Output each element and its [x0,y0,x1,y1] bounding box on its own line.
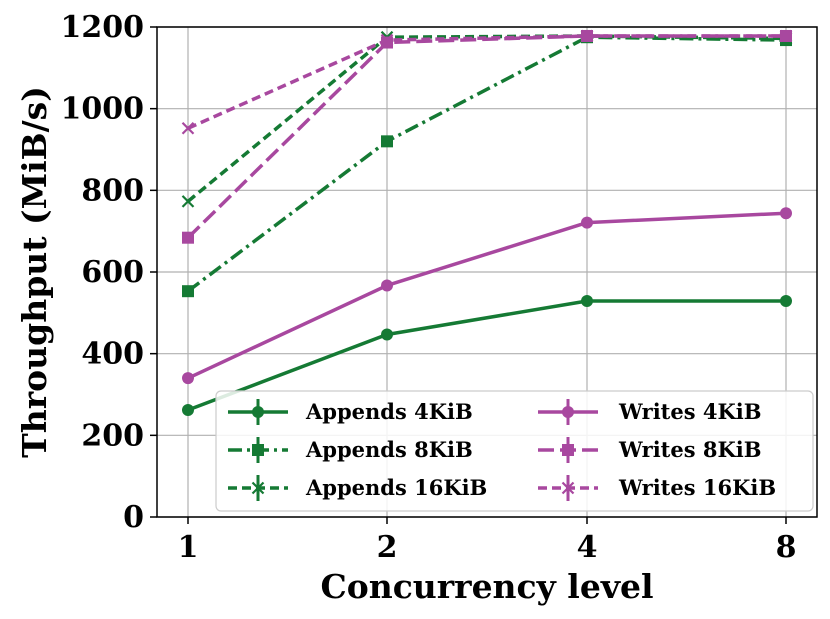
legend-item: Writes 16KiB [538,475,776,501]
legend-marker [562,444,574,456]
legend-marker [252,406,264,418]
y-tick-label: 1200 [61,10,145,45]
series-appends-8kib [182,31,792,298]
data-point [380,33,394,47]
series-group [181,29,793,417]
series-writes-16kib [181,29,793,135]
data-point [780,207,792,220]
legend: Appends 4KiB Appends 8KiB Appends 16KiB Wri… [215,390,814,512]
series-line [186,34,787,203]
data-point [381,328,393,341]
legend-item: Appends 4KiB [228,399,473,425]
data-point [182,231,194,244]
legend-box [215,390,814,512]
legend-label: Writes 16KiB [618,475,776,500]
legend-marker [251,481,265,495]
legend-item: Appends 16KiB [228,475,487,501]
series-line [186,34,786,239]
legend-item: Writes 8KiB [538,437,761,463]
y-tick-label: 200 [81,418,144,453]
series-line [187,299,786,412]
data-point [381,279,393,292]
legend-label: Writes 4KiB [618,399,761,424]
y-tick-label: 800 [81,173,144,208]
marker-stroke [380,33,394,47]
y-axis-ticks: 0 200 400 600 800 1000 1200 [61,10,157,535]
legend-label: Appends 8KiB [305,437,473,462]
marker-stroke [561,481,575,495]
data-point [182,285,194,298]
y-tick-label: 400 [81,337,144,372]
series-line [187,34,786,130]
marker-stroke [251,481,265,495]
marker-stroke [181,121,195,135]
data-point [182,372,194,385]
series-line [187,211,787,380]
data-point [181,195,195,208]
series-appends-16kib [181,29,793,208]
marker-stroke [181,195,195,208]
data-point [182,404,194,417]
x-tick-label: 1 [178,530,199,565]
data-point [779,29,793,43]
y-tick-label: 0 [123,500,144,535]
y-tick-label: 1000 [61,92,145,127]
legend-label: Writes 8KiB [618,437,761,462]
data-point [780,294,792,307]
legend-label: Appends 16KiB [305,475,487,500]
legend-marker [562,406,574,418]
x-tick-label: 8 [776,530,797,565]
y-axis-title: Throughput (MiB/s) [15,86,54,458]
x-axis-ticks: 1 2 4 8 [178,517,797,565]
x-axis-title: Concurrency level [320,567,653,606]
legend-marker [252,444,264,456]
series-writes-4kib [182,207,792,385]
data-point [181,121,195,135]
x-tick-label: 4 [577,530,598,565]
legend-marker [561,481,575,495]
x-tick-label: 2 [377,530,398,565]
legend-label: Appends 4KiB [305,399,473,424]
data-point [581,216,593,229]
marker-stroke [779,29,793,43]
y-tick-label: 600 [81,255,144,290]
marker-stroke [580,29,594,43]
series-line [186,35,787,293]
legend-item: Writes 4KiB [538,399,761,425]
series-writes-8kib [182,29,792,244]
legend-item: Appends 8KiB [228,437,473,463]
data-point [381,135,393,148]
data-point [580,29,594,43]
data-point [581,294,593,307]
series-appends-4kib [182,294,792,417]
